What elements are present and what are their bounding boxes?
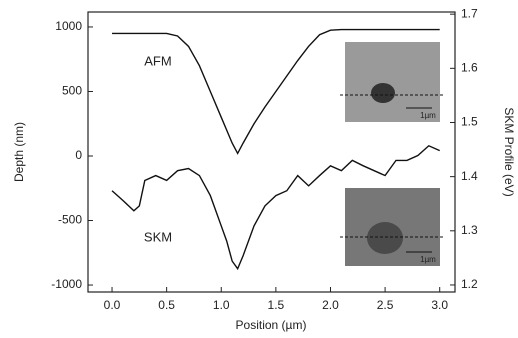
x-tick-label: 2.0 xyxy=(322,298,339,312)
x-tick-label: 2.5 xyxy=(377,298,394,312)
scale-label: 1µm xyxy=(420,255,436,264)
scale-label: 1µm xyxy=(420,111,436,120)
y-tick-label: -1000 xyxy=(51,277,82,291)
inset-top xyxy=(340,42,444,122)
y-tick-label: 0 xyxy=(75,148,82,162)
series-label: AFM xyxy=(144,53,171,68)
inset-image xyxy=(345,42,440,122)
x-tick-label: 0.0 xyxy=(104,298,121,312)
x-tick-label: 3.0 xyxy=(431,298,448,312)
y2-axis-label: SKM Profile (eV) xyxy=(502,107,516,196)
series-label: SKM xyxy=(144,229,172,244)
y-tick-label: -500 xyxy=(58,213,82,227)
x-tick-label: 0.5 xyxy=(158,298,175,312)
y2-tick-label: 1.2 xyxy=(461,277,478,291)
y2-tick-label: 1.3 xyxy=(461,223,478,237)
y2-tick-label: 1.6 xyxy=(461,60,478,74)
inset-spot xyxy=(371,83,395,103)
y-tick-label: 500 xyxy=(62,84,82,98)
x-tick-label: 1.0 xyxy=(213,298,230,312)
x-tick-label: 1.5 xyxy=(268,298,285,312)
y-axis-label: Depth (nm) xyxy=(12,122,26,182)
y-tick-label: 1000 xyxy=(55,19,82,33)
x-axis-label: Position (µm) xyxy=(236,318,307,332)
inset-spot xyxy=(367,222,403,254)
y2-tick-label: 1.5 xyxy=(461,115,478,129)
chart: 1µm 1µm Position (µm) Depth (nm) SKM Pro… xyxy=(0,0,518,338)
y2-tick-label: 1.4 xyxy=(461,169,478,183)
y2-tick-label: 1.7 xyxy=(461,6,478,20)
